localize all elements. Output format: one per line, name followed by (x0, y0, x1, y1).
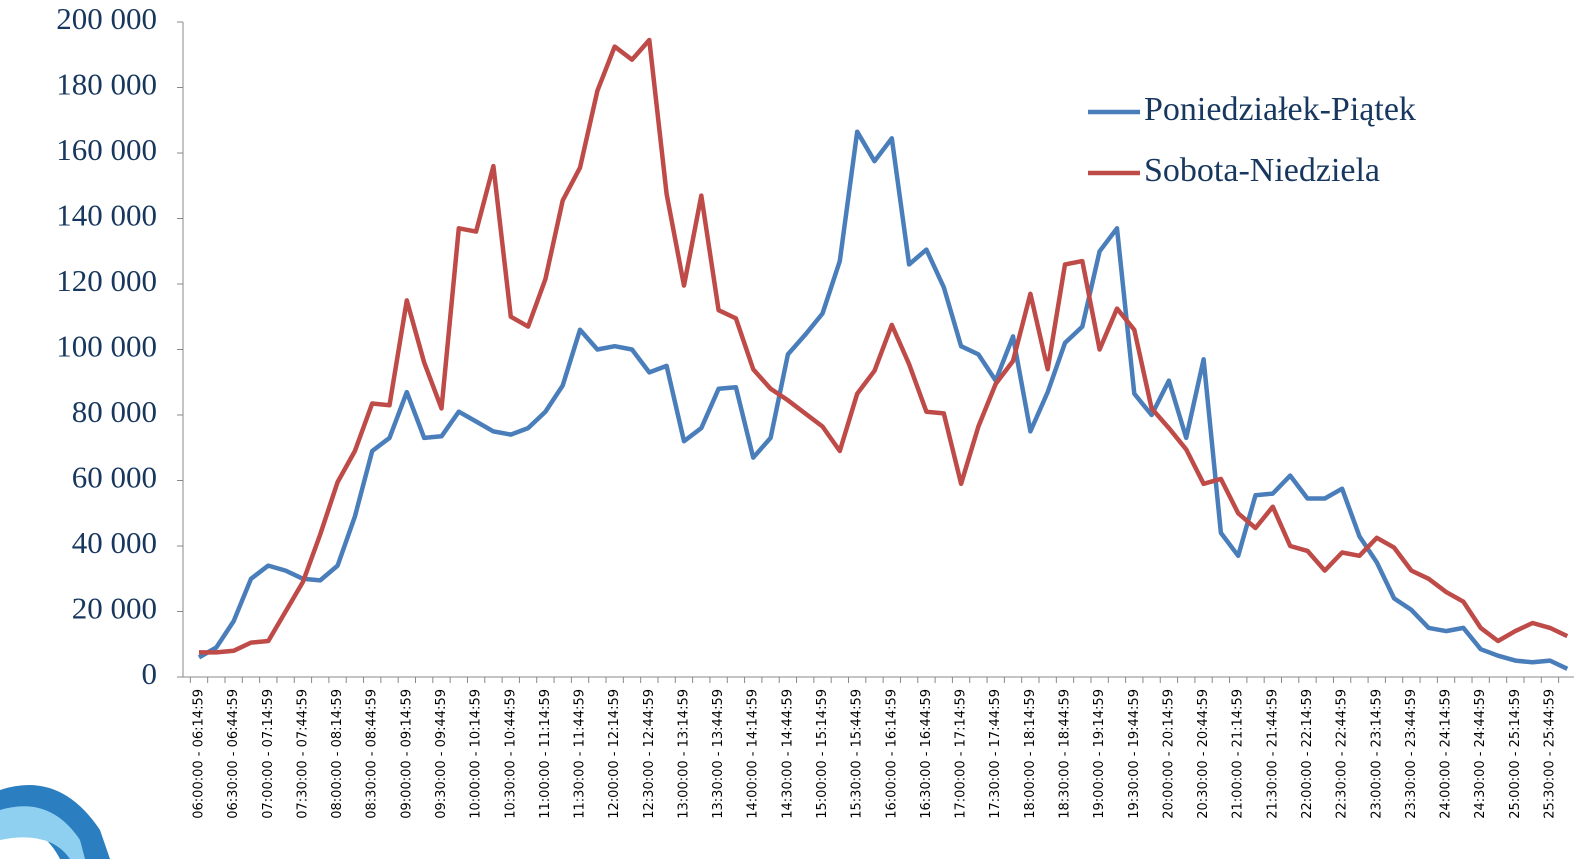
y-tick-label: 100 000 (56, 329, 157, 364)
x-tick-label: 20:00:00 - 20:14:59 (1161, 689, 1176, 819)
x-tick-label: 14:30:00 - 14:44:59 (780, 689, 795, 819)
y-tick-label: 140 000 (56, 198, 157, 233)
y-tick-label: 180 000 (56, 67, 157, 102)
legend-label: Poniedziałek-Piątek (1144, 91, 1416, 128)
x-tick-label: 15:30:00 - 15:44:59 (850, 689, 865, 819)
x-tick-label: 09:30:00 - 09:44:59 (434, 689, 449, 819)
x-tick-label: 18:30:00 - 18:44:59 (1058, 689, 1073, 819)
x-tick-label: 11:00:00 - 11:14:59 (538, 689, 553, 819)
chart: 0 20 000 40 000 60 000 80 000 100 000 120 000 1… (0, 0, 1574, 859)
x-tick-label: 20:30:00 - 20:44:59 (1196, 689, 1211, 819)
x-tick-label: 23:00:00 - 23:14:59 (1369, 689, 1384, 819)
y-tick-label: 40 000 (72, 525, 157, 560)
x-tick-label: 10:30:00 - 10:44:59 (503, 689, 518, 819)
x-tick-label: 06:30:00 - 06:44:59 (226, 689, 241, 819)
x-tick-label: 21:00:00 - 21:14:59 (1231, 689, 1246, 819)
x-tick-label: 15:00:00 - 15:14:59 (815, 689, 830, 819)
x-tick-label: 07:30:00 - 07:44:59 (295, 689, 310, 819)
series-line (199, 132, 1567, 669)
series-line (199, 40, 1567, 652)
x-tick-label: 11:30:00 - 11:44:59 (573, 689, 588, 819)
x-tick-label: 25:30:00 - 25:44:59 (1542, 689, 1557, 819)
x-tick-label: 16:30:00 - 16:44:59 (919, 689, 934, 819)
x-tick-label: 08:00:00 - 08:14:59 (330, 689, 345, 819)
x-tick-label: 09:00:00 - 09:14:59 (399, 689, 414, 819)
x-tick-label: 17:30:00 - 17:44:59 (988, 689, 1003, 819)
x-tick-label: 19:30:00 - 19:44:59 (1127, 689, 1142, 819)
x-tick-label: 18:00:00 - 18:14:59 (1023, 689, 1038, 819)
y-tick-label: 200 000 (56, 1, 157, 36)
x-tick-label: 24:00:00 - 24:14:59 (1439, 689, 1454, 819)
y-tick-label: 60 000 (72, 460, 157, 495)
y-tick-label: 80 000 (72, 394, 157, 429)
x-tick-label: 22:00:00 - 22:14:59 (1300, 689, 1315, 819)
x-tick-label: 12:00:00 - 12:14:59 (607, 689, 622, 819)
x-tick-label: 19:00:00 - 19:14:59 (1092, 689, 1107, 819)
y-tick-label: 0 (142, 656, 158, 691)
y-tick-label: 20 000 (72, 591, 157, 626)
x-tick-label: 24:30:00 - 24:44:59 (1473, 689, 1488, 819)
x-tick-label: 21:30:00 - 21:44:59 (1265, 689, 1280, 819)
y-tick-label: 120 000 (56, 263, 157, 298)
x-tick-label: 14:00:00 - 14:14:59 (746, 689, 761, 819)
x-tick-label: 12:30:00 - 12:44:59 (642, 689, 657, 819)
x-tick-label: 23:30:00 - 23:44:59 (1404, 689, 1419, 819)
x-tick-label: 13:30:00 - 13:44:59 (711, 689, 726, 819)
x-tick-label: 06:00:00 - 06:14:59 (192, 689, 207, 819)
x-tick-label: 25:00:00 - 25:14:59 (1508, 689, 1523, 819)
legend-label: Sobota-Niedziela (1144, 152, 1380, 189)
x-tick-label: 10:00:00 - 10:14:59 (469, 689, 484, 819)
y-tick-label: 160 000 (56, 132, 157, 167)
x-tick-label: 07:00:00 - 07:14:59 (261, 689, 276, 819)
x-tick-label: 13:00:00 - 13:14:59 (676, 689, 691, 819)
x-tick-label: 17:00:00 - 17:14:59 (954, 689, 969, 819)
x-tick-label: 22:30:00 - 22:44:59 (1335, 689, 1350, 819)
x-tick-label: 08:30:00 - 08:44:59 (365, 689, 380, 819)
x-tick-label: 16:00:00 - 16:14:59 (884, 689, 899, 819)
